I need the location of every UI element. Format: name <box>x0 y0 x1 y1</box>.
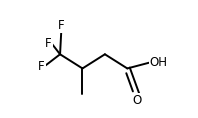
Text: F: F <box>58 19 65 32</box>
Text: F: F <box>45 37 52 50</box>
Text: OH: OH <box>150 56 168 69</box>
Text: F: F <box>38 60 45 73</box>
Text: O: O <box>132 94 141 107</box>
